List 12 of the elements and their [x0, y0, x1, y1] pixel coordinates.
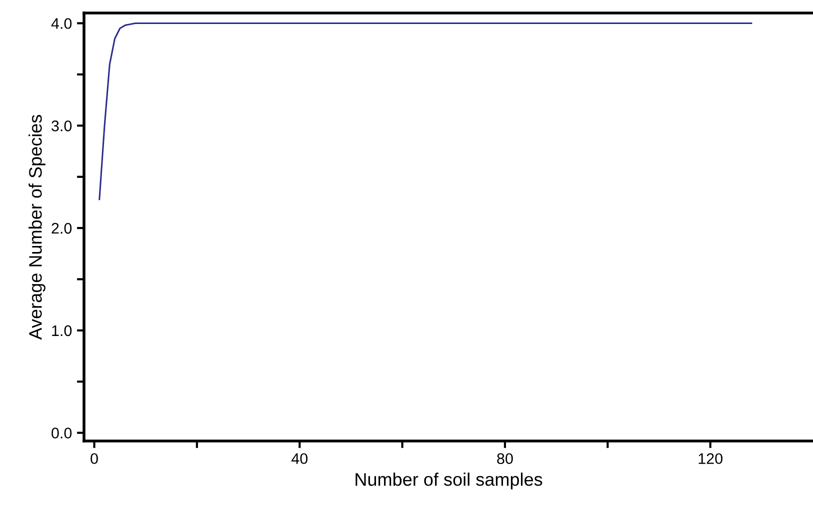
x-tick-label: 80 [497, 453, 513, 464]
y-tick-label: 3.0 [52, 120, 72, 132]
x-tick-label: 120 [698, 453, 722, 464]
x-tick-label: 0 [90, 453, 98, 464]
y-axis-title: Average Number of Species [28, 114, 46, 340]
y-tick-label: 4.0 [51, 18, 72, 29]
y-tick-label: 2.0 [52, 222, 72, 234]
x-axis-title: Number of soil samples [356, 472, 542, 490]
x-tick-label: 40 [291, 453, 308, 464]
y-tick-label: 1.0 [52, 325, 72, 336]
line-series [98, 22, 752, 200]
y-tick-label: 0.0 [52, 428, 72, 438]
